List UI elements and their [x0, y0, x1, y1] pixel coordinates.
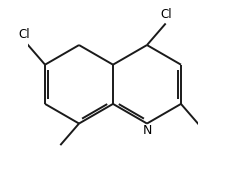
Text: Cl: Cl [19, 28, 30, 41]
Text: N: N [142, 124, 152, 137]
Text: Cl: Cl [160, 8, 172, 22]
